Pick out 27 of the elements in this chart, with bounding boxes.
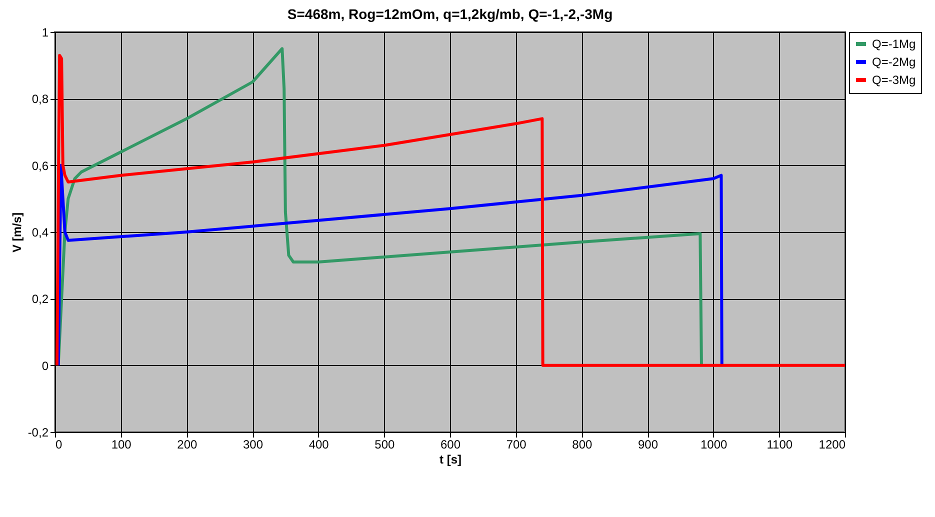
x-tick-label: 0	[56, 438, 62, 452]
x-tick-label: 200	[177, 438, 198, 452]
x-tick-label: 800	[572, 438, 592, 452]
x-axis-title: t [s]	[440, 452, 462, 466]
x-tick-label: 900	[638, 438, 658, 452]
legend-label: Q=-3Mg	[872, 73, 916, 87]
y-tick-label: 0,6	[32, 158, 49, 173]
y-axis-title: V [m/s]	[10, 212, 24, 253]
y-tick-label: 1	[42, 26, 49, 40]
y-tick-label: 0,4	[32, 226, 49, 240]
legend-label: Q=-1Mg	[872, 37, 916, 51]
line-series	[56, 164, 724, 367]
y-tick-label: 0,2	[32, 292, 49, 306]
y-tick-label: 0,8	[32, 92, 49, 106]
x-tick-label: 700	[506, 438, 527, 452]
x-tick-label: 500	[374, 438, 395, 452]
x-tick-label: 1200	[818, 438, 846, 452]
y-tick-label: -0,2	[28, 426, 49, 440]
x-tick-label: 1000	[700, 438, 728, 452]
x-tick-label: 100	[111, 438, 132, 452]
x-tick-label: 300	[242, 438, 264, 452]
x-tick-label: 1100	[766, 438, 793, 452]
chart-title: S=468m, Rog=12mOm, q=1,2kg/mb, Q=-1,-2,-3Mg	[287, 6, 613, 22]
x-tick-label: 400	[308, 438, 330, 452]
x-tick-label: 600	[440, 438, 461, 452]
y-tick-label: 0	[42, 358, 49, 373]
legend-label: Q=-2Mg	[872, 55, 916, 69]
